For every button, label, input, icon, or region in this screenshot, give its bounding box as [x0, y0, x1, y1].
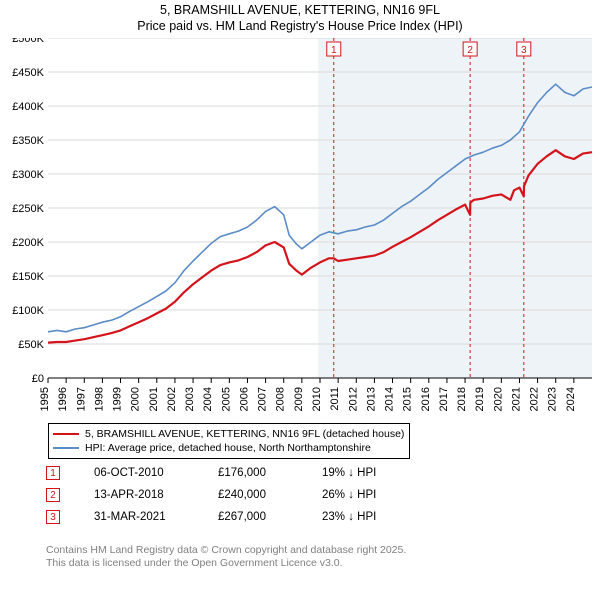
- svg-text:1997: 1997: [75, 387, 87, 411]
- legend-swatch-hpi: [53, 447, 79, 449]
- legend-label: HPI: Average price, detached house, Nort…: [85, 441, 371, 455]
- svg-text:2004: 2004: [202, 387, 214, 411]
- svg-text:3: 3: [521, 45, 527, 56]
- event-marker-1: 1: [46, 466, 60, 480]
- legend-row: HPI: Average price, detached house, Nort…: [53, 441, 405, 455]
- event-date: 31-MAR-2021: [94, 511, 184, 523]
- svg-text:2021: 2021: [510, 387, 522, 411]
- svg-text:2024: 2024: [565, 387, 577, 411]
- svg-text:2015: 2015: [402, 387, 414, 411]
- event-price: £176,000: [218, 467, 288, 479]
- svg-text:£0: £0: [32, 373, 44, 385]
- event-date: 13-APR-2018: [94, 489, 184, 501]
- svg-text:2001: 2001: [148, 387, 160, 411]
- footnote: Contains HM Land Registry data © Crown c…: [46, 544, 406, 570]
- svg-text:2009: 2009: [293, 387, 305, 411]
- event-row: 1 06-OCT-2010 £176,000 19% ↓ HPI: [46, 462, 412, 484]
- event-price: £267,000: [218, 511, 288, 523]
- event-marker-2: 2: [46, 488, 60, 502]
- svg-text:2003: 2003: [184, 387, 196, 411]
- svg-text:2019: 2019: [474, 387, 486, 411]
- event-price: £240,000: [218, 489, 288, 501]
- svg-text:2017: 2017: [438, 387, 450, 411]
- chart-container: 5, BRAMSHILL AVENUE, KETTERING, NN16 9FL…: [0, 0, 600, 590]
- svg-text:1: 1: [331, 45, 337, 56]
- legend: 5, BRAMSHILL AVENUE, KETTERING, NN16 9FL…: [48, 423, 410, 459]
- svg-text:2006: 2006: [238, 387, 250, 411]
- svg-text:1999: 1999: [112, 387, 124, 411]
- event-date: 06-OCT-2010: [94, 467, 184, 479]
- svg-text:£350K: £350K: [12, 135, 44, 147]
- footnote-line: This data is licensed under the Open Gov…: [46, 557, 406, 570]
- svg-text:2023: 2023: [547, 387, 559, 411]
- event-marker-3: 3: [46, 510, 60, 524]
- title-block: 5, BRAMSHILL AVENUE, KETTERING, NN16 9FL…: [0, 0, 600, 35]
- svg-text:£300K: £300K: [12, 169, 44, 181]
- legend-label: 5, BRAMSHILL AVENUE, KETTERING, NN16 9FL…: [85, 427, 404, 441]
- svg-text:1996: 1996: [57, 387, 69, 411]
- svg-text:2005: 2005: [220, 387, 232, 411]
- footnote-line: Contains HM Land Registry data © Crown c…: [46, 544, 406, 557]
- chart-area: 1 2 3 £0 £50K £100K £150K £200K £250K £300K £350K £…: [0, 38, 600, 418]
- svg-text:2018: 2018: [456, 387, 468, 411]
- legend-swatch-paid: [53, 433, 79, 435]
- event-diff: 19% ↓ HPI: [322, 467, 412, 479]
- chart-svg: 1 2 3 £0 £50K £100K £150K £200K £250K £300K £350K £…: [0, 38, 600, 418]
- svg-text:2011: 2011: [329, 387, 341, 411]
- svg-text:2013: 2013: [365, 387, 377, 411]
- event-diff: 23% ↓ HPI: [322, 511, 412, 523]
- svg-text:2012: 2012: [347, 387, 359, 411]
- svg-text:2014: 2014: [384, 387, 396, 411]
- svg-text:2002: 2002: [166, 387, 178, 411]
- event-row: 2 13-APR-2018 £240,000 26% ↓ HPI: [46, 484, 412, 506]
- svg-text:2022: 2022: [529, 387, 541, 411]
- svg-text:2016: 2016: [420, 387, 432, 411]
- svg-text:£450K: £450K: [12, 67, 44, 79]
- svg-text:£100K: £100K: [12, 305, 44, 317]
- title-subtitle: Price paid vs. HM Land Registry's House …: [0, 18, 600, 34]
- legend-row: 5, BRAMSHILL AVENUE, KETTERING, NN16 9FL…: [53, 427, 405, 441]
- svg-text:2000: 2000: [130, 387, 142, 411]
- event-table: 1 06-OCT-2010 £176,000 19% ↓ HPI 2 13-AP…: [46, 462, 412, 528]
- svg-text:£150K: £150K: [12, 271, 44, 283]
- svg-text:£250K: £250K: [12, 203, 44, 215]
- svg-text:1998: 1998: [93, 387, 105, 411]
- title-address: 5, BRAMSHILL AVENUE, KETTERING, NN16 9FL: [0, 2, 600, 18]
- svg-text:£200K: £200K: [12, 237, 44, 249]
- svg-text:2007: 2007: [257, 387, 269, 411]
- svg-text:1995: 1995: [39, 387, 51, 411]
- svg-text:2: 2: [467, 45, 473, 56]
- svg-text:£400K: £400K: [12, 101, 44, 113]
- svg-text:£500K: £500K: [12, 38, 44, 45]
- event-row: 3 31-MAR-2021 £267,000 23% ↓ HPI: [46, 506, 412, 528]
- svg-text:2010: 2010: [311, 387, 323, 411]
- svg-text:2020: 2020: [492, 387, 504, 411]
- event-diff: 26% ↓ HPI: [322, 489, 412, 501]
- svg-text:2008: 2008: [275, 387, 287, 411]
- svg-text:£50K: £50K: [18, 339, 44, 351]
